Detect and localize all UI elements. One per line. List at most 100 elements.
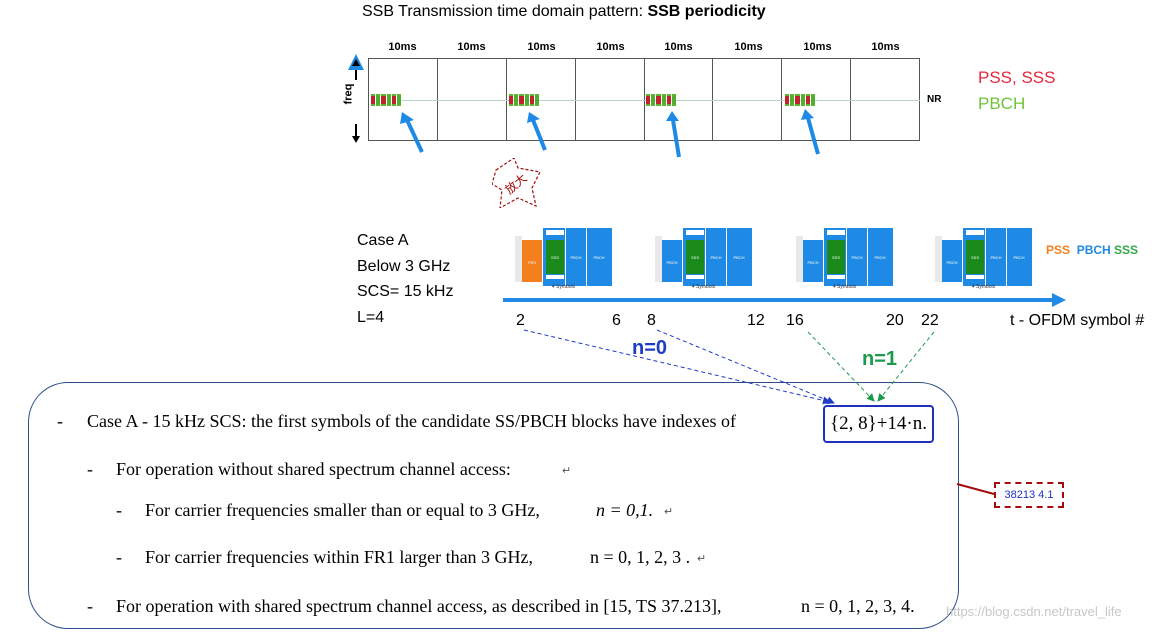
sss-block [546,240,564,274]
case-line: Below 3 GHz [357,257,451,275]
legend-sss: SSS [1114,243,1139,257]
block-label: PBCH [733,255,744,260]
slot-legend: PSS PBCH SSS [1046,243,1138,257]
freq-arrowhead [352,59,360,66]
pss-block [522,240,542,282]
burst-pointer-arrow [531,119,547,151]
slot-caption: 4 Symbols [551,284,576,290]
slot-caption: 4 Symbols [691,284,716,290]
slot-caption: 4 Symbols [971,284,996,290]
symbol-tick: 12 [747,312,765,329]
block-label: PBCH [593,255,604,260]
block-label: PBCH [990,255,1001,260]
n0-connector [523,329,831,405]
legend-pbch: PBCH [978,94,1026,113]
bullet-dash: - [116,500,122,520]
pbch-block [942,240,962,282]
block-label: PBCH [666,260,677,265]
block-label: SSS [691,255,699,260]
bullet-dash: - [57,411,63,431]
slot-margin [935,236,942,282]
pbch-block [587,228,612,286]
block-label: SSS [832,255,840,260]
slot-margin [796,236,803,282]
pbch-gap [966,275,984,279]
block-label: PBCH [851,255,862,260]
slot-margin [515,236,522,282]
nr-label: NR [927,94,942,105]
pbch-gap [686,275,704,279]
frame-label: 10ms [457,41,486,53]
frame-label: 10ms [664,41,693,53]
case-info: Case A Below 3 GHz SCS= 15 kHz L=4 [357,228,453,330]
legend-pss-sss: PSS, SSS [978,68,1056,87]
block-label: PBCH [1013,255,1024,260]
arrowhead [527,112,540,123]
frame-cell [576,59,645,140]
frame-cell [369,59,438,140]
pbch-block [868,228,893,286]
pbch-block [662,240,682,282]
pbch-block [803,240,823,282]
case-line: Case A [357,232,409,249]
spec-line-shared: For operation with shared spectrum chann… [116,596,722,616]
block-label: PBCH [874,255,885,260]
bullet-dash: - [116,547,122,567]
paragraph-mark: ↵ [664,506,674,518]
ssb-burst [509,94,540,106]
symbol-tick: 22 [921,312,939,329]
frame-label: 10ms [388,41,417,53]
arrowhead [400,112,414,124]
nr-band-line [402,100,920,101]
bullet-dash: - [87,596,93,616]
symbol-tick: 2 [516,312,525,329]
time-axis-label: t - OFDM symbol # [1010,312,1145,329]
pbch-gap [827,230,845,235]
pbch-gap [546,230,564,235]
block-label: PBCH [946,260,957,265]
burst-pointer-arrow [671,119,681,158]
pbch-block [566,228,586,286]
n1-connector [807,331,875,402]
symbol-tick: 16 [786,312,804,329]
slot-caption: 4 Symbols [832,284,857,290]
pbch-block [1007,228,1032,286]
block-label: PSS [528,260,536,265]
ssb-block-diagram: PBCH SSS PBCH PBCH [796,228,893,286]
pbch-gap [686,230,704,235]
frame-cell [645,59,714,140]
time-axis [503,298,1055,302]
ssb-burst [371,94,402,106]
ssb-block-diagram: PSS SSS PBCH PBCH [515,228,612,286]
symbol-tick: 6 [612,312,621,329]
case-line: SCS= 15 kHz [357,283,454,300]
pbch-block [847,228,867,286]
paragraph-mark: ↵ [562,465,572,477]
frame-grid [368,58,920,141]
watermark: https://blog.csdn.net/travel_life [946,604,1122,619]
ssb-burst [785,94,816,106]
pbch-block [986,228,1006,286]
case-line: L=4 [357,308,385,326]
n1-label: n=1 [862,348,898,370]
n0-label: n=0 [632,337,668,359]
pbch-gap [966,230,984,235]
slot-margin [655,236,662,282]
spec-n-below-3ghz: n = 0,1. [596,500,654,520]
block-label: SSS [551,255,559,260]
n1-connector [877,331,935,402]
spec-n-above-3ghz: n = 0, 1, 2, 3 . [590,547,691,567]
arrowhead [666,111,679,121]
sss-block [686,240,704,274]
diagram-title: SSB Transmission time domain pattern: SS… [362,3,766,21]
freq-arrowhead [352,136,360,143]
legend-pbch: PBCH [1076,243,1111,257]
frame-cell [713,59,783,140]
time-axis-arrowhead [1052,293,1066,307]
sss-block [827,240,845,274]
index-formula: {2, 8}+14·n. [823,405,934,443]
frame-cell [438,59,507,140]
spec-excerpt-box [28,382,959,629]
bullet-dash: - [87,459,93,479]
frame-cell [507,59,576,140]
